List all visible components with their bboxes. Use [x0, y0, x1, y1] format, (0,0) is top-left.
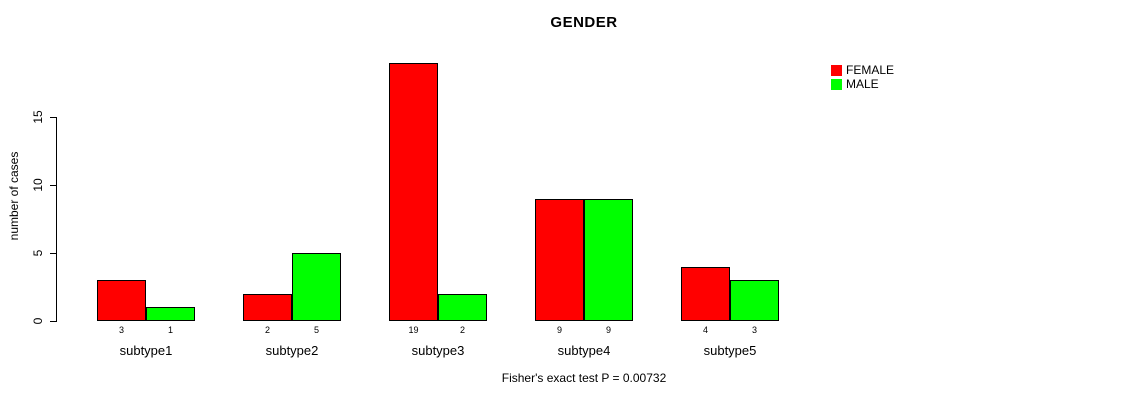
bar-value-female-subtype2: 2 [264, 325, 270, 335]
y-tick-label: 10 [31, 178, 45, 192]
y-tick-mark [50, 321, 57, 322]
bar-value-female-subtype5: 4 [702, 325, 708, 335]
bar-female-subtype2 [243, 293, 292, 321]
y-axis-label: number of cases [7, 151, 21, 241]
bar-value-male-subtype4: 9 [605, 325, 611, 335]
y-tick-mark [50, 253, 57, 254]
bar-female-subtype3 [389, 62, 438, 321]
bar-female-subtype5 [681, 266, 730, 321]
legend-item-male: MALE [831, 78, 894, 90]
bar-value-female-subtype3: 19 [408, 325, 419, 335]
bar-female-subtype4 [535, 198, 584, 321]
bar-value-male-subtype3: 2 [459, 325, 465, 335]
bar-value-male-subtype2: 5 [313, 325, 319, 335]
bar-value-male-subtype5: 3 [751, 325, 757, 335]
footer-stat-text: Fisher's exact test P = 0.00732 [501, 371, 667, 385]
x-category-label-subtype3: subtype3 [411, 343, 465, 358]
bar-male-subtype2 [292, 253, 341, 321]
bar-male-subtype5 [730, 280, 779, 321]
legend: FEMALE MALE [831, 64, 894, 90]
x-category-label-subtype5: subtype5 [703, 343, 757, 358]
bar-male-subtype3 [438, 293, 487, 321]
legend-item-female: FEMALE [831, 64, 894, 76]
bar-value-female-subtype1: 3 [118, 325, 124, 335]
bar-male-subtype1 [146, 307, 195, 321]
y-tick-mark [50, 185, 57, 186]
bar-male-subtype4 [584, 198, 633, 321]
legend-label-male: MALE [846, 77, 879, 91]
y-tick-label: 5 [31, 249, 45, 257]
y-axis-line [56, 117, 57, 321]
y-tick-mark [50, 117, 57, 118]
y-tick-label: 15 [31, 110, 45, 124]
legend-swatch-female [831, 64, 842, 76]
x-category-label-subtype1: subtype1 [119, 343, 173, 358]
x-category-label-subtype4: subtype4 [557, 343, 611, 358]
y-tick-label: 0 [31, 317, 45, 325]
bar-female-subtype1 [97, 280, 146, 321]
bar-value-male-subtype1: 1 [167, 325, 173, 335]
legend-label-female: FEMALE [846, 63, 895, 77]
bar-value-female-subtype4: 9 [556, 325, 562, 335]
x-category-label-subtype2: subtype2 [265, 343, 319, 358]
chart-title: GENDER [550, 14, 618, 31]
legend-swatch-male [831, 78, 842, 90]
